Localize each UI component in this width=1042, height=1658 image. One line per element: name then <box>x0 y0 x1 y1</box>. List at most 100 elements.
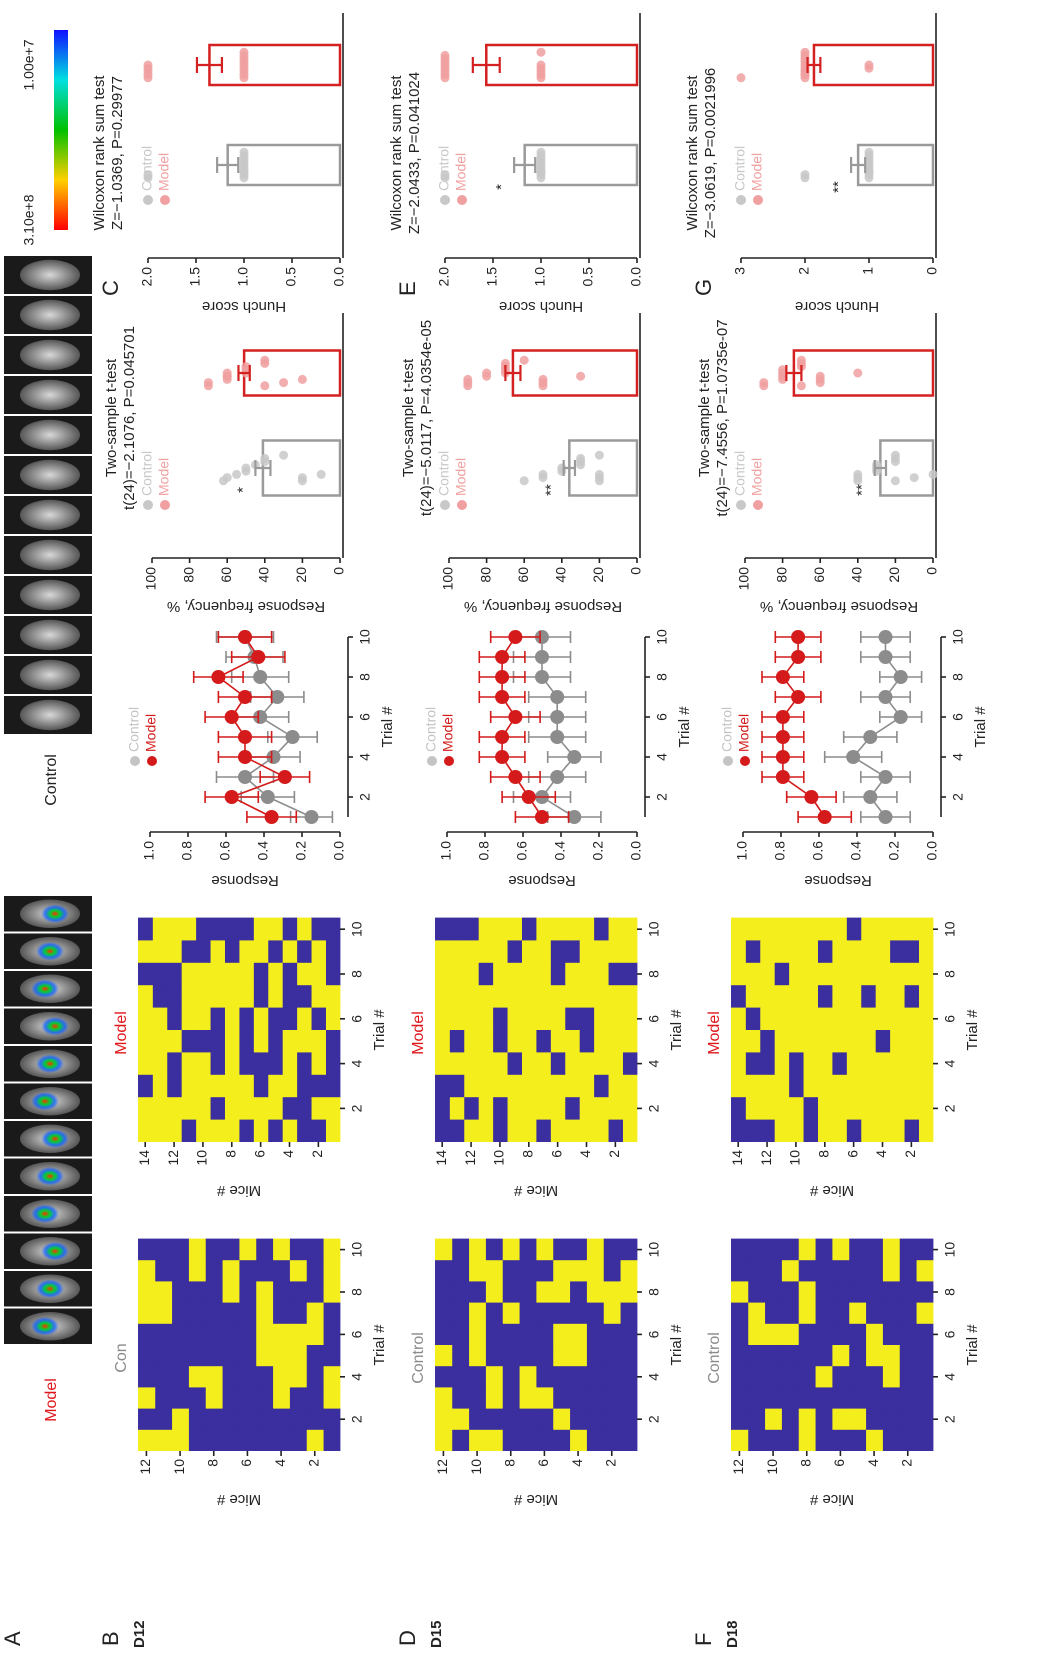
x-tick-label: 10 <box>349 921 365 937</box>
heatmap-cell <box>798 1323 815 1345</box>
heatmap-cell <box>225 1007 240 1030</box>
y-tick-label: 0.5 <box>283 267 299 287</box>
y-tick-label: 1 <box>860 267 876 275</box>
heatmap-cell <box>225 940 240 963</box>
heatmap-cell <box>899 1387 916 1409</box>
heatmap-cell <box>196 1052 211 1075</box>
heatmap-cell <box>798 1429 815 1451</box>
heatmap-cell <box>172 1260 189 1282</box>
heatmap-cell <box>493 940 508 963</box>
y-tick-label: 60 <box>811 567 827 583</box>
heatmap-cell <box>579 985 594 1008</box>
y-tick-label: 60 <box>218 567 234 583</box>
heatmap-cell <box>519 1345 536 1367</box>
heatmap-cell <box>210 1119 225 1142</box>
heatmap-cell <box>172 1239 189 1261</box>
heatmap-cell <box>745 1097 760 1120</box>
series-line <box>245 637 312 817</box>
heatmap-cell <box>846 918 861 941</box>
heatmap-cell <box>623 918 638 941</box>
heatmap-cell <box>196 985 211 1008</box>
heatmap-cell <box>565 918 580 941</box>
heatmap-cell <box>608 1074 623 1097</box>
heatmap-cell <box>282 1119 297 1142</box>
heatmap-cell <box>550 1074 565 1097</box>
heatmap-cell <box>152 1030 167 1053</box>
heatmap-cell <box>553 1239 570 1261</box>
heatmap-cell <box>594 918 609 941</box>
x-axis-label: Trial # <box>371 1324 388 1366</box>
point <box>804 790 818 804</box>
heatmap-cell <box>306 1408 323 1430</box>
legend-marker <box>736 195 746 205</box>
x-tick-label: 8 <box>654 673 670 681</box>
legend-label: Model <box>736 714 752 752</box>
y-axis-label: Response frequency, % <box>760 598 918 615</box>
bar <box>880 441 933 496</box>
heatmap-cell <box>155 1429 172 1451</box>
bar <box>486 45 637 85</box>
legend-label: Model <box>453 458 469 496</box>
heatmap-cell <box>507 1074 522 1097</box>
heatmap-cell <box>620 1281 637 1303</box>
legend-marker <box>160 195 170 205</box>
heatmap-cell <box>256 1323 273 1345</box>
heatmap-cell <box>875 1030 890 1053</box>
heatmap-cell <box>502 1366 519 1388</box>
heatmap-cell <box>290 1281 307 1303</box>
y-tick-label: 2 <box>309 1150 325 1158</box>
heatmap-cell <box>181 962 196 985</box>
heatmap-cell <box>774 1119 789 1142</box>
heatmap-cell <box>205 1323 222 1345</box>
heatmap-cell <box>620 1408 637 1430</box>
heatmap-cell <box>172 1302 189 1324</box>
heatmap-cell <box>189 1408 206 1430</box>
heatmap-cell <box>138 1239 155 1261</box>
heatmap-cell <box>311 1074 326 1097</box>
heatmap-cell <box>435 1052 450 1075</box>
data-point <box>232 470 241 479</box>
legend-marker <box>130 756 140 766</box>
heatmap-cell <box>536 1302 553 1324</box>
heatmap-cell <box>138 1281 155 1303</box>
heatmap-cell <box>522 1030 537 1053</box>
heatmap-cell <box>890 985 905 1008</box>
heatmap-cell <box>225 985 240 1008</box>
y-tick-label: 80 <box>180 567 196 583</box>
data-point <box>240 48 249 57</box>
legend-marker <box>160 500 170 510</box>
heatmap-cell <box>486 1260 503 1282</box>
test-title: Two-sample t-test <box>696 358 713 477</box>
x-tick-label: 8 <box>950 673 966 681</box>
heatmap-cell <box>899 1366 916 1388</box>
point <box>776 670 790 684</box>
legend-label: Model <box>143 714 159 752</box>
heatmap-cell <box>239 1281 256 1303</box>
heatmap-cell <box>452 1345 469 1367</box>
point <box>238 630 252 644</box>
heatmap-cell <box>290 1323 307 1345</box>
heatmap-cell <box>138 1408 155 1430</box>
heatmap-cell <box>239 1007 254 1030</box>
test-stat: t(24)=−2.1076, P=0.045701 <box>121 326 138 510</box>
heatmap-cell <box>452 1366 469 1388</box>
heatmap-cell <box>268 918 283 941</box>
x-axis-label: Trial # <box>972 706 989 748</box>
heatmap-cell <box>469 1302 486 1324</box>
heatmap-cell <box>469 1239 486 1261</box>
significance: ** <box>543 484 560 496</box>
day-label: D12 <box>131 1620 148 1648</box>
heatmap-cell <box>550 985 565 1008</box>
heatmap-cell <box>866 1260 883 1282</box>
heatmap-title: Control <box>706 1332 723 1384</box>
heatmap-cell <box>210 1097 225 1120</box>
heatmap-cell <box>861 1007 876 1030</box>
y-tick-label: 1.0 <box>532 267 548 287</box>
point <box>846 750 860 764</box>
heatmap-cell <box>486 1239 503 1261</box>
heatmap-cell <box>253 1074 268 1097</box>
heatmap-cell <box>222 1345 239 1367</box>
heatmap-cell <box>210 1030 225 1053</box>
heatmap-cell <box>486 1366 503 1388</box>
point <box>211 670 225 684</box>
